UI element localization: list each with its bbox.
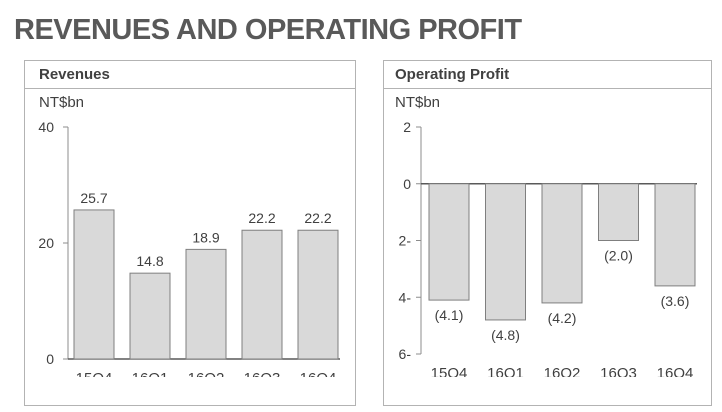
revenues-category-label: 16Q3 — [244, 370, 281, 377]
revenues-bar-value-label: 22.2 — [248, 210, 275, 226]
operating-profit-category-label: 16Q4 — [657, 365, 694, 377]
operating-profit-panel-title: Operating Profit — [384, 61, 711, 89]
revenues-category-label: 15Q4 — [76, 370, 113, 377]
revenues-category-label: 16Q1 — [132, 370, 169, 377]
operating-profit-y-tick-label: 4- — [399, 289, 412, 305]
revenues-y-tick-label: 20 — [38, 235, 54, 251]
operating-profit-chart: NT$bn 2 0 2- 4- 6- (4.1) 15Q4 (4.8) 16Q1 (4.2) 16Q2… — [395, 94, 697, 377]
revenues-bar-value-label: 14.8 — [136, 253, 163, 269]
operating-profit-unit-label: NT$bn — [395, 94, 440, 111]
revenues-bar-value-label: 22.2 — [304, 210, 331, 226]
operating-profit-bar — [541, 183, 583, 304]
revenues-y-tick-label: 40 — [38, 119, 54, 135]
revenues-category-label: 16Q4 — [300, 370, 337, 377]
operating-profit-y-tick-label: 0 — [403, 176, 411, 192]
operating-profit-y-tick-label: 2- — [399, 233, 412, 249]
operating-profit-bar-value-label: (3.6) — [661, 293, 690, 309]
revenues-bar-value-label: 18.9 — [192, 229, 219, 245]
revenues-chart: NT$bn 0 20 40 25.7 15Q4 14.8 16Q1 18.9 16Q2 22.2 16… — [38, 94, 340, 377]
revenues-bar — [73, 209, 115, 360]
operating-profit-bar-value-label: (4.1) — [435, 307, 464, 323]
operating-profit-bar-value-label: (4.2) — [548, 310, 577, 326]
revenues-bar — [185, 248, 227, 360]
revenues-unit-label: NT$bn — [39, 94, 84, 111]
operating-profit-bar — [598, 183, 639, 241]
operating-profit-category-label: 16Q2 — [544, 365, 581, 377]
operating-profit-bar — [485, 183, 526, 321]
operating-profit-category-label: 16Q3 — [600, 365, 637, 377]
revenues-bar-value-label: 25.7 — [80, 190, 107, 206]
revenues-category-label: 16Q2 — [188, 370, 225, 377]
operating-profit-category-label: 16Q1 — [487, 365, 524, 377]
revenues-bar — [129, 272, 171, 360]
operating-profit-y-tick-label: 6- — [399, 346, 412, 362]
revenues-y-tick-label: 0 — [46, 351, 54, 367]
operating-profit-bar-value-label: (2.0) — [604, 248, 633, 264]
page-title: REVENUES AND OPERATING PROFIT — [14, 14, 522, 46]
operating-profit-category-label: 15Q4 — [431, 365, 468, 377]
revenues-bar — [297, 229, 339, 360]
revenues-panel: Revenues NT$bn 0 20 40 25.7 15Q4 14.8 16Q1 18.9 1… — [24, 60, 356, 406]
operating-profit-bar — [654, 183, 696, 287]
operating-profit-bar-value-label: (4.8) — [491, 327, 520, 343]
revenues-panel-title: Revenues — [25, 61, 355, 89]
operating-profit-panel: Operating Profit NT$bn 2 0 2- 4- 6- (4.1) 15Q4 (… — [383, 60, 712, 406]
operating-profit-bar — [428, 183, 470, 301]
revenues-bar — [241, 229, 283, 360]
operating-profit-y-tick-label: 2 — [403, 119, 411, 135]
